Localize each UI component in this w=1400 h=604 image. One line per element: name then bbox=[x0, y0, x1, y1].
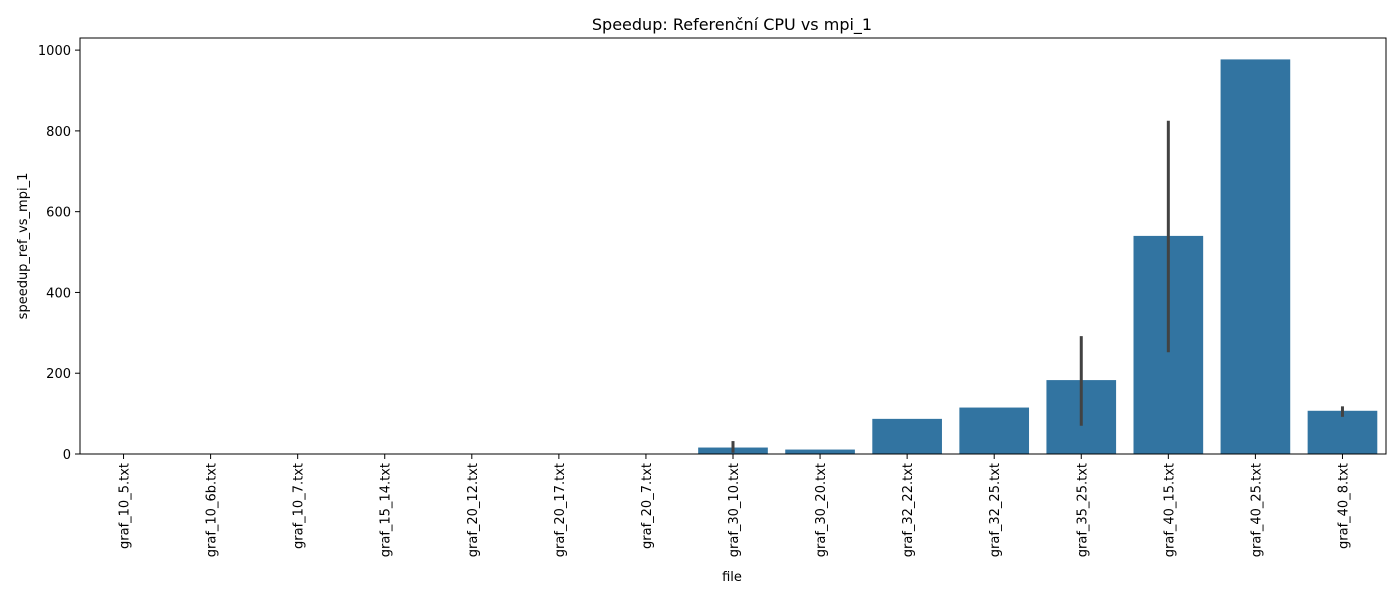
bar bbox=[872, 419, 942, 454]
x-tick-label: graf_15_14.txt bbox=[379, 463, 394, 557]
y-axis-label: speedup_ref_vs_mpi_1 bbox=[16, 173, 31, 320]
y-tick-label: 800 bbox=[46, 125, 71, 140]
x-tick-label: graf_32_25.txt bbox=[988, 463, 1003, 557]
x-tick-label: graf_32_22.txt bbox=[901, 463, 916, 557]
bar bbox=[959, 408, 1029, 454]
x-tick-label: graf_20_7.txt bbox=[640, 463, 655, 549]
x-tick-label: graf_40_8.txt bbox=[1336, 463, 1351, 549]
x-tick-label: graf_30_10.txt bbox=[727, 463, 742, 557]
y-tick-label: 1000 bbox=[38, 44, 71, 59]
x-tick-label: graf_10_7.txt bbox=[292, 463, 307, 549]
y-tick-label: 400 bbox=[46, 286, 71, 301]
bar bbox=[1221, 59, 1291, 454]
x-tick-label: graf_40_15.txt bbox=[1162, 463, 1177, 557]
x-tick-label: graf_10_6b.txt bbox=[205, 463, 220, 557]
x-tick-label: graf_20_17.txt bbox=[553, 463, 568, 557]
y-tick-label: 200 bbox=[46, 367, 71, 382]
bars-layer bbox=[89, 59, 1378, 454]
y-tick-label: 0 bbox=[63, 448, 71, 463]
x-tick-label: graf_10_5.txt bbox=[118, 463, 133, 549]
y-axis: 0 200 400 600 800 1000 bbox=[38, 44, 80, 463]
chart-title: Speedup: Referenční CPU vs mpi_1 bbox=[592, 15, 872, 35]
x-axis: graf_10_5.txt graf_10_6b.txt graf_10_7.txt… bbox=[118, 454, 1352, 557]
x-tick-label: graf_35_25.txt bbox=[1075, 463, 1090, 557]
x-tick-label: graf_20_12.txt bbox=[466, 463, 481, 557]
bar bbox=[785, 450, 855, 454]
bar bbox=[1308, 411, 1378, 454]
x-tick-label: graf_40_25.txt bbox=[1249, 463, 1264, 557]
x-tick-label: graf_30_20.txt bbox=[814, 463, 829, 557]
x-axis-label: file bbox=[722, 570, 742, 585]
y-tick-label: 600 bbox=[46, 206, 71, 221]
